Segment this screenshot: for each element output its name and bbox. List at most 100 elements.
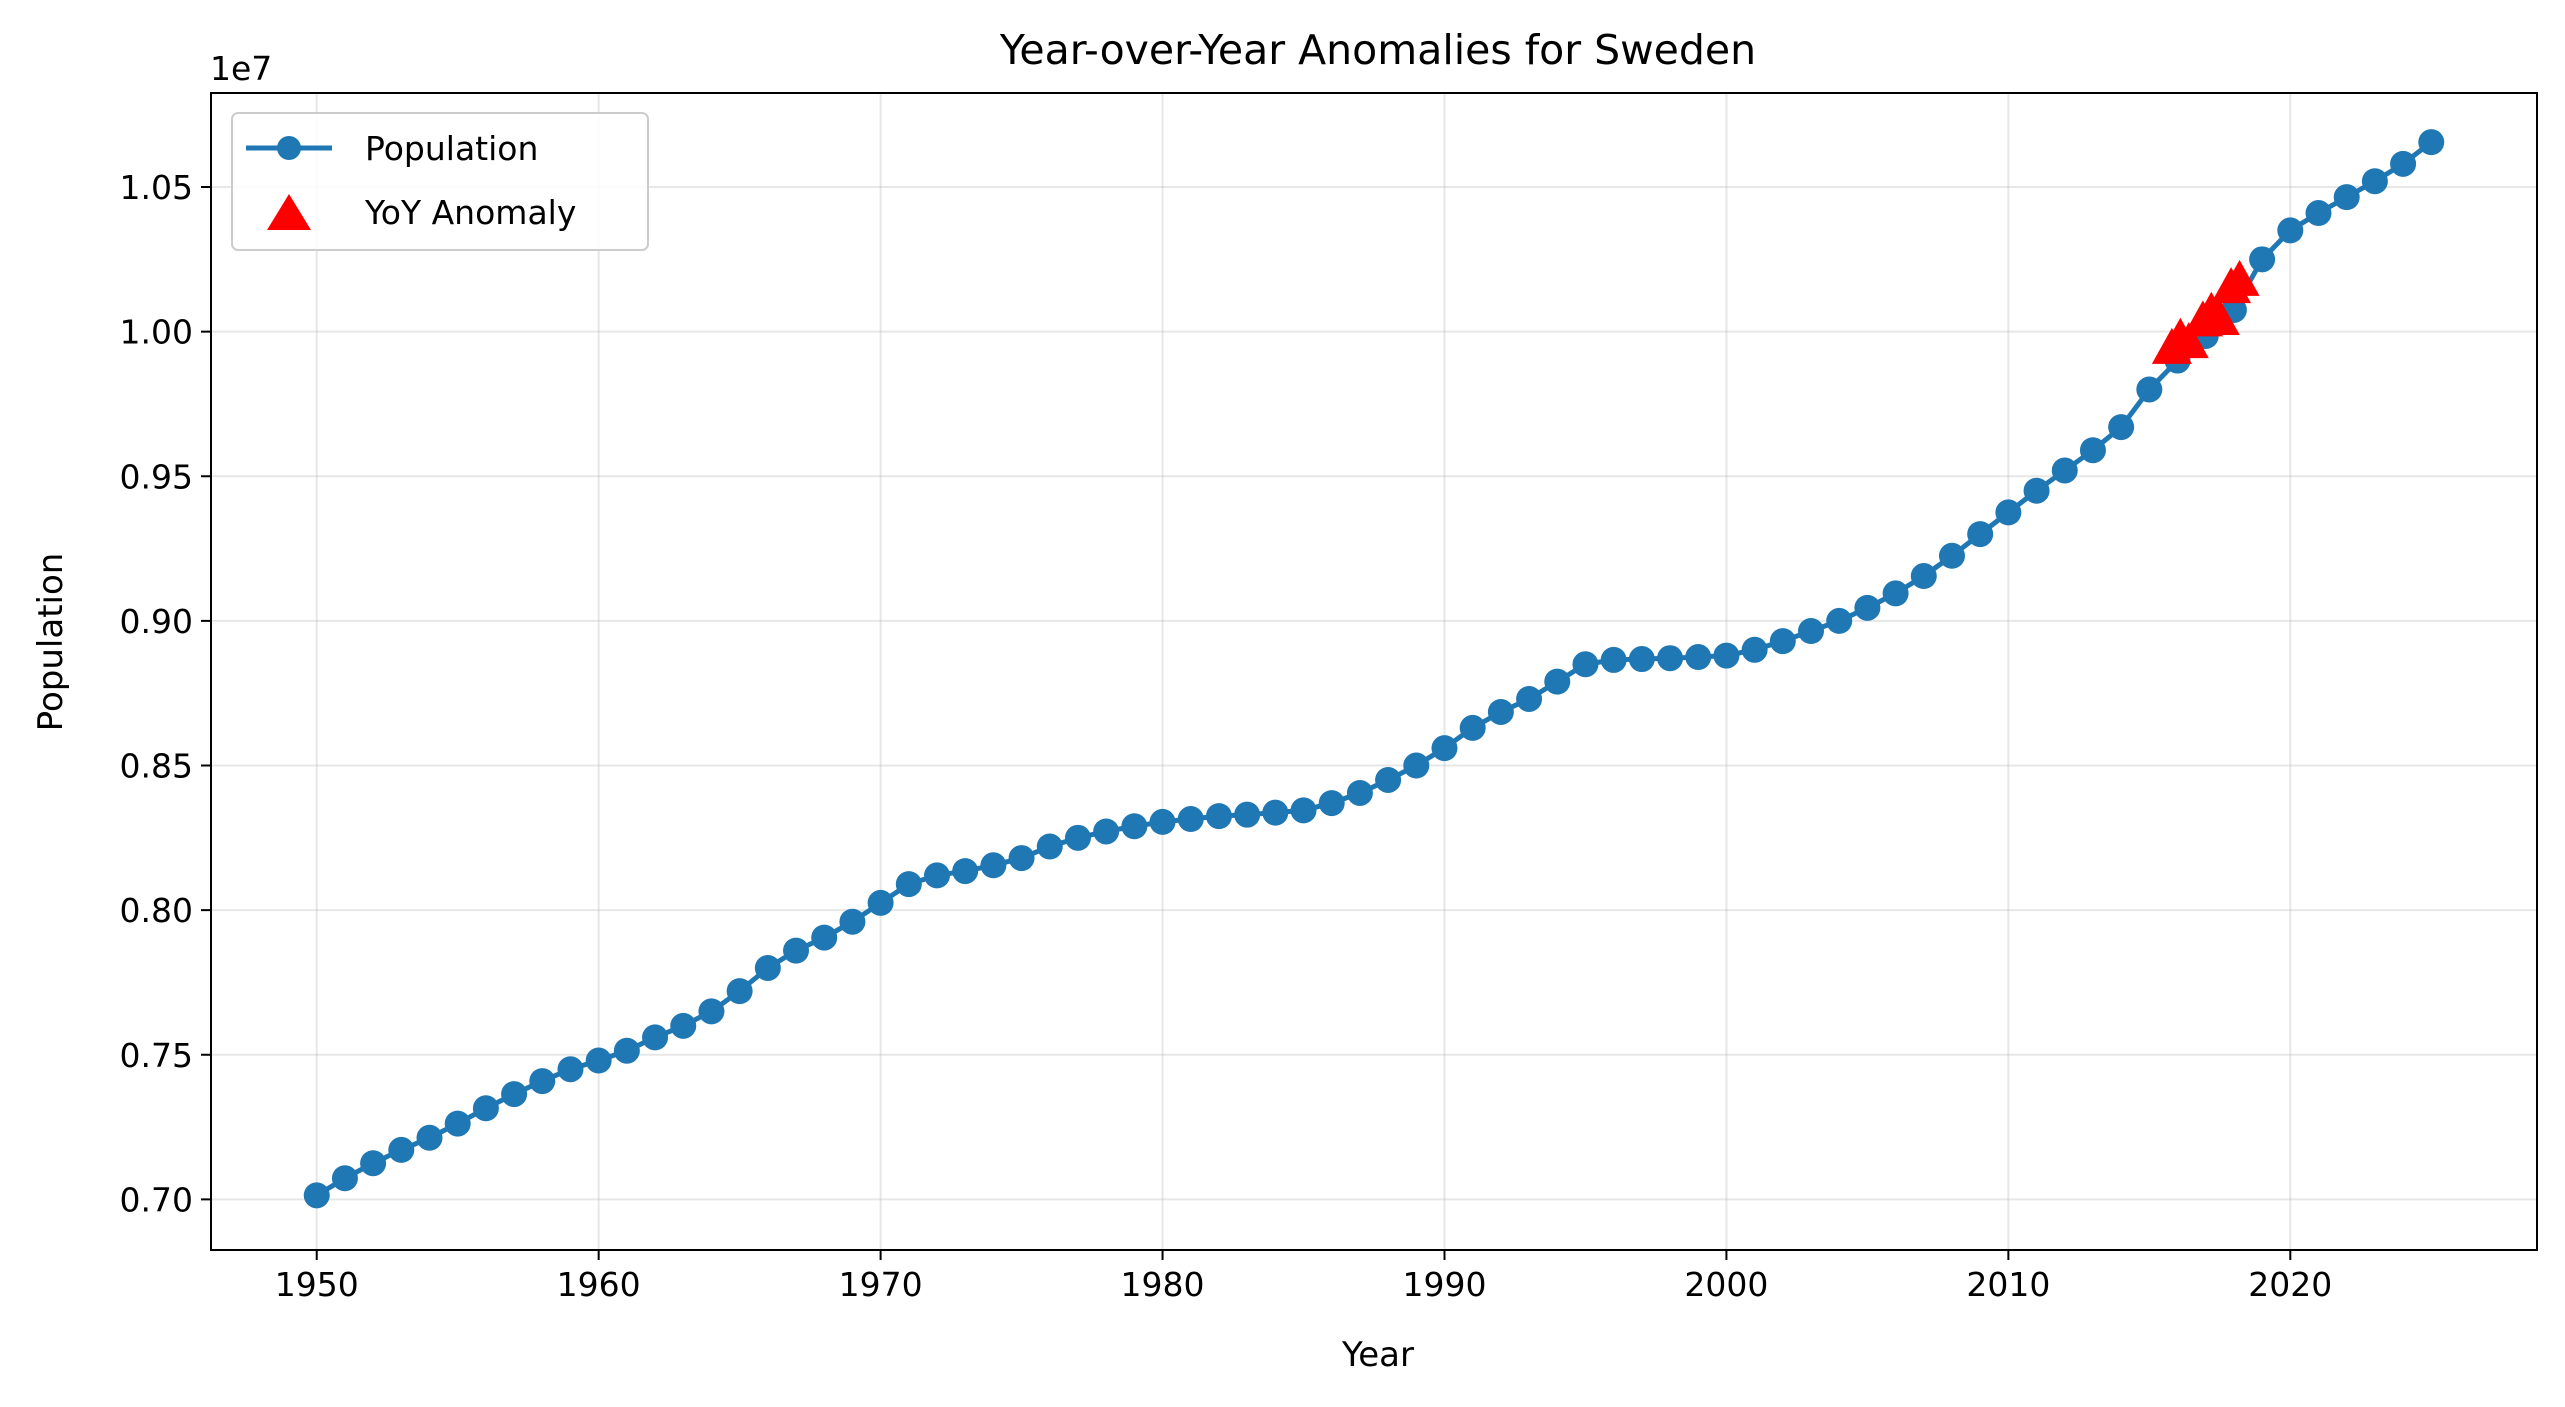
population-point bbox=[1572, 651, 1599, 678]
x-tick-label: 2010 bbox=[1966, 1265, 2050, 1304]
population-point bbox=[1854, 594, 1881, 621]
population-point bbox=[867, 889, 894, 916]
population-point bbox=[1403, 752, 1430, 779]
legend: Population YoY Anomaly bbox=[231, 112, 649, 251]
x-tick-label: 1950 bbox=[275, 1265, 359, 1304]
population-point bbox=[726, 978, 753, 1005]
legend-population-marker bbox=[277, 136, 301, 160]
population-point bbox=[444, 1110, 471, 1137]
population-point bbox=[1036, 833, 1063, 860]
population-point bbox=[1657, 645, 1684, 672]
x-tick-label: 1970 bbox=[839, 1265, 923, 1304]
y-tick-label: 1.00 bbox=[120, 313, 193, 352]
y-tick-label: 0.85 bbox=[120, 747, 193, 786]
population-point bbox=[2305, 200, 2332, 227]
population-point bbox=[839, 908, 866, 935]
population-point bbox=[952, 858, 979, 885]
population-point bbox=[980, 852, 1007, 879]
population-point bbox=[923, 862, 950, 889]
population-point bbox=[1262, 799, 1289, 826]
population-point bbox=[2136, 376, 2163, 403]
grid bbox=[211, 93, 2537, 1250]
y-tick-label: 0.75 bbox=[120, 1036, 193, 1075]
x-tick-label: 1960 bbox=[557, 1265, 641, 1304]
population-point bbox=[613, 1037, 640, 1064]
population-point bbox=[1938, 542, 1965, 569]
population-point bbox=[1375, 766, 1402, 793]
population-point bbox=[2390, 150, 2417, 177]
population-point bbox=[585, 1047, 612, 1074]
population-point bbox=[360, 1150, 387, 1177]
population-point bbox=[1459, 714, 1486, 741]
population-point bbox=[1346, 779, 1373, 806]
population-point bbox=[1600, 646, 1627, 673]
population-point bbox=[1008, 845, 1035, 872]
population-point bbox=[2277, 217, 2304, 244]
population-point bbox=[1628, 646, 1655, 673]
legend-box bbox=[231, 112, 649, 251]
legend-anomaly-label: YoY Anomaly bbox=[364, 193, 576, 232]
population-point bbox=[1544, 668, 1571, 695]
population-point bbox=[331, 1165, 358, 1192]
population-point bbox=[1093, 818, 1120, 845]
population-point bbox=[1290, 797, 1317, 824]
x-tick-label: 1980 bbox=[1121, 1265, 1205, 1304]
anomaly-point bbox=[2168, 322, 2209, 359]
population-point bbox=[642, 1024, 669, 1051]
population-point bbox=[1516, 685, 1543, 712]
population-point bbox=[1713, 642, 1740, 669]
population-point bbox=[1769, 628, 1796, 655]
population-point bbox=[1431, 735, 1458, 762]
population-point bbox=[2051, 457, 2078, 484]
legend-population-label: Population bbox=[365, 129, 538, 168]
x-tick-label: 1990 bbox=[1402, 1265, 1486, 1304]
population-point bbox=[2333, 184, 2360, 211]
legend-anomaly-marker bbox=[267, 194, 311, 230]
chart-title: Year-over-Year Anomalies for Sweden bbox=[999, 26, 1756, 74]
population-point bbox=[783, 937, 810, 964]
population-point bbox=[1995, 499, 2022, 526]
x-tick-label: 2020 bbox=[2248, 1265, 2332, 1304]
plot-markers bbox=[303, 129, 2445, 1209]
population-point bbox=[1967, 521, 1994, 548]
population-point bbox=[2108, 414, 2135, 441]
y-axis-label: Population bbox=[31, 553, 71, 732]
population-point bbox=[2023, 477, 2050, 504]
population-point bbox=[2079, 437, 2106, 464]
population-point bbox=[2249, 246, 2276, 273]
population-point bbox=[1149, 808, 1176, 835]
population-point bbox=[670, 1012, 697, 1039]
population-point bbox=[698, 998, 725, 1025]
population-series-line bbox=[315, 140, 2433, 1198]
x-tick-label: 2000 bbox=[1684, 1265, 1768, 1304]
population-point bbox=[1487, 698, 1514, 725]
y-tick-label: 0.70 bbox=[120, 1180, 193, 1219]
population-point bbox=[501, 1081, 528, 1108]
population-point bbox=[1685, 644, 1712, 671]
population-point bbox=[1798, 618, 1825, 645]
population-point bbox=[529, 1068, 556, 1095]
x-axis-label: Year bbox=[1341, 1335, 1414, 1375]
population-point bbox=[472, 1095, 499, 1122]
population-point bbox=[303, 1182, 330, 1209]
anomaly-markers bbox=[2151, 259, 2260, 364]
population-point bbox=[388, 1136, 415, 1163]
population-point bbox=[2361, 168, 2388, 195]
population-point bbox=[2418, 129, 2445, 156]
y-axis-offset-label: 1e7 bbox=[210, 49, 272, 88]
population-point bbox=[811, 924, 838, 951]
population-point bbox=[895, 871, 922, 898]
population-point bbox=[1064, 824, 1091, 851]
x-axis-ticks: 1950 1960 1970 1980 1990 2000 2010 2020 bbox=[275, 1250, 2332, 1304]
population-point bbox=[1205, 803, 1232, 830]
population-point bbox=[416, 1124, 443, 1151]
population-point bbox=[1318, 790, 1345, 817]
population-point bbox=[1741, 636, 1768, 663]
population-point bbox=[1910, 563, 1937, 590]
y-tick-label: 0.80 bbox=[120, 891, 193, 930]
y-tick-label: 1.05 bbox=[120, 168, 193, 207]
population-point bbox=[1121, 813, 1148, 840]
y-tick-label: 0.90 bbox=[120, 602, 193, 641]
anomaly-point bbox=[2219, 259, 2260, 296]
